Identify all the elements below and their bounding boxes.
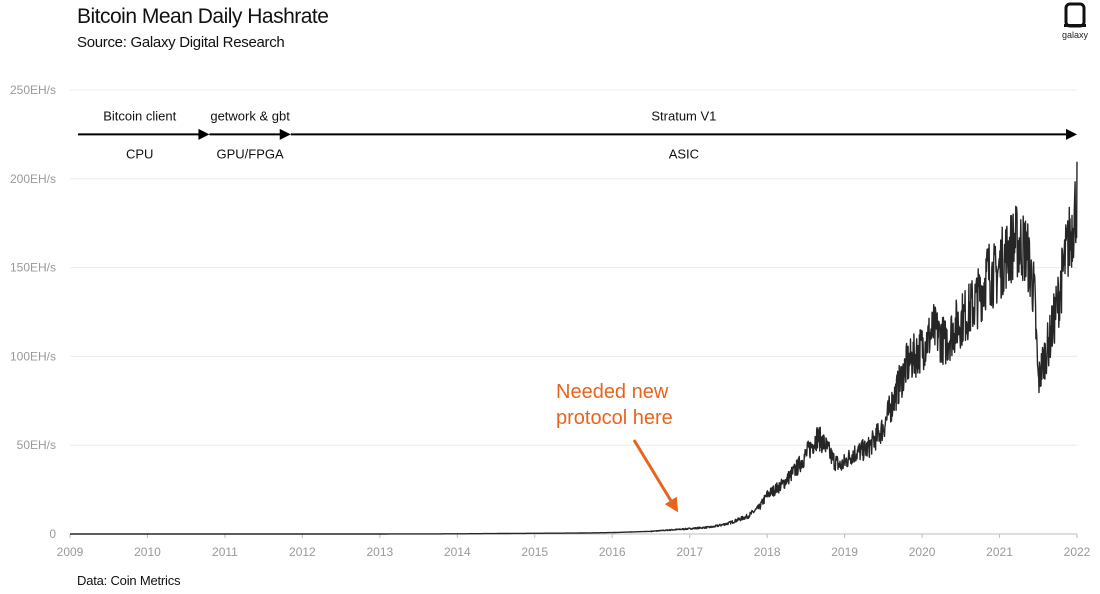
grid-lines [70, 89, 1077, 446]
era-label-top-2: Stratum V1 [651, 108, 716, 123]
x-tick-label: 2015 [521, 545, 548, 559]
annotation-arrow [632, 439, 673, 502]
chart-subtitle: Source: Galaxy Digital Research [77, 34, 285, 51]
x-tick-label: 2022 [1064, 545, 1091, 559]
era-label-top-0: Bitcoin client [103, 108, 176, 123]
x-tick-label: 2014 [444, 545, 471, 559]
x-axis-ticks: 2009 2010 2011 2012 2013 2014 2015 2016 2017 2018… [57, 534, 1091, 559]
x-tick-label: 2011 [212, 545, 238, 559]
x-tick-label: 2019 [831, 545, 858, 559]
y-tick-label: 200EH/s [10, 172, 56, 186]
x-tick-label: 2021 [986, 545, 1013, 559]
logo-text: galaxy [1061, 30, 1088, 40]
era-arrowhead-0 [198, 128, 210, 140]
x-tick-label: 2020 [909, 545, 936, 559]
era-label-top-1: getwork & gbt [210, 108, 290, 123]
y-tick-label: 100EH/s [10, 349, 56, 363]
y-axis-ticks: 0 50EH/s 100EH/s 150EH/s 200EH/s 250EH/s [10, 83, 56, 541]
chart-title: Bitcoin Mean Daily Hashrate [77, 5, 329, 28]
x-tick-label: 2012 [289, 545, 316, 559]
y-tick-label: 0 [49, 527, 56, 541]
x-tick-label: 2013 [366, 545, 393, 559]
series-group [69, 161, 1078, 535]
x-tick-label: 2009 [57, 545, 84, 559]
era-arrowhead-1 [279, 128, 291, 140]
y-tick-label: 150EH/s [10, 261, 56, 275]
era-label-bottom-2: ASIC [669, 146, 699, 161]
era-label-bottom-1: GPU/FPGA [217, 146, 285, 161]
y-tick-label: 50EH/s [17, 438, 56, 452]
y-tick-label: 250EH/s [10, 83, 56, 97]
x-tick-label: 2016 [599, 545, 626, 559]
series-line-0 [69, 161, 1078, 535]
x-tick-label: 2010 [134, 545, 161, 559]
x-tick-label: 2018 [754, 545, 781, 559]
era-label-bottom-0: CPU [126, 146, 153, 161]
annotation-group: Needed new protocol here [556, 381, 679, 513]
era-arrowhead-2 [1066, 128, 1077, 140]
data-source-note: Data: Coin Metrics [77, 573, 181, 588]
x-tick-label: 2017 [676, 545, 703, 559]
annotation-arrowhead [664, 496, 679, 513]
annotation-line-2: protocol here [556, 407, 673, 429]
galaxy-logo-icon [1064, 2, 1086, 28]
annotation-line-1: Needed new [556, 381, 669, 403]
era-arrows: Bitcoin client CPU getwork & gbt GPU/FPGA St… [78, 108, 1077, 161]
